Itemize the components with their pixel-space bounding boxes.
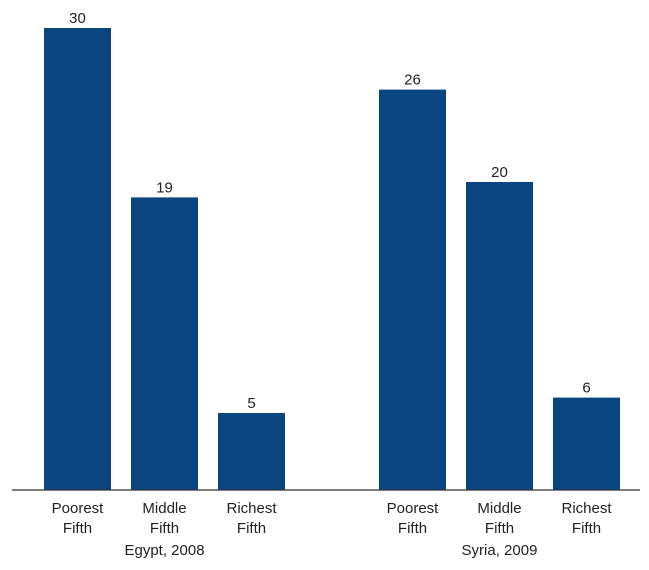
bar-2-2: [466, 182, 533, 490]
tick-label-2-2-line-2: Fifth: [485, 520, 514, 537]
tick-label-1-3-line-2: Fifth: [237, 520, 266, 537]
tick-label-1-1-line-2: Fifth: [63, 520, 92, 537]
tick-label-1-2-line-2: Fifth: [150, 520, 179, 537]
data-label-2-2: 20: [491, 164, 508, 181]
tick-label-2-3-line-2: Fifth: [572, 520, 601, 537]
tick-label-2-3-line-1: Richest: [561, 500, 612, 517]
data-label-2-1: 26: [404, 72, 421, 89]
tick-label-1-2-line-1: Middle: [142, 500, 186, 517]
data-label-1-2: 19: [156, 179, 173, 196]
data-label-1-1: 30: [69, 10, 86, 27]
tick-label-1-3-line-1: Richest: [226, 500, 277, 517]
tick-label-2-1-line-1: Poorest: [387, 500, 440, 517]
bar-2-1: [379, 89, 446, 490]
data-label-1-3: 5: [247, 395, 255, 412]
bar-2-3: [553, 397, 620, 490]
labels-layer: 30 Poorest Fifth 19 Middle Fifth 5 Richest Fifth…: [52, 10, 613, 559]
bar-1-3: [218, 413, 285, 490]
tick-label-1-1-line-1: Poorest: [52, 500, 105, 517]
group-label-2: Syria, 2009: [462, 542, 538, 559]
data-label-2-3: 6: [582, 380, 590, 397]
bar-1-1: [44, 28, 111, 490]
bars-layer: [44, 28, 620, 490]
bar-1-2: [131, 197, 198, 490]
tick-label-2-1-line-2: Fifth: [398, 520, 427, 537]
group-label-1: Egypt, 2008: [124, 542, 204, 559]
tick-label-2-2-line-1: Middle: [477, 500, 521, 517]
